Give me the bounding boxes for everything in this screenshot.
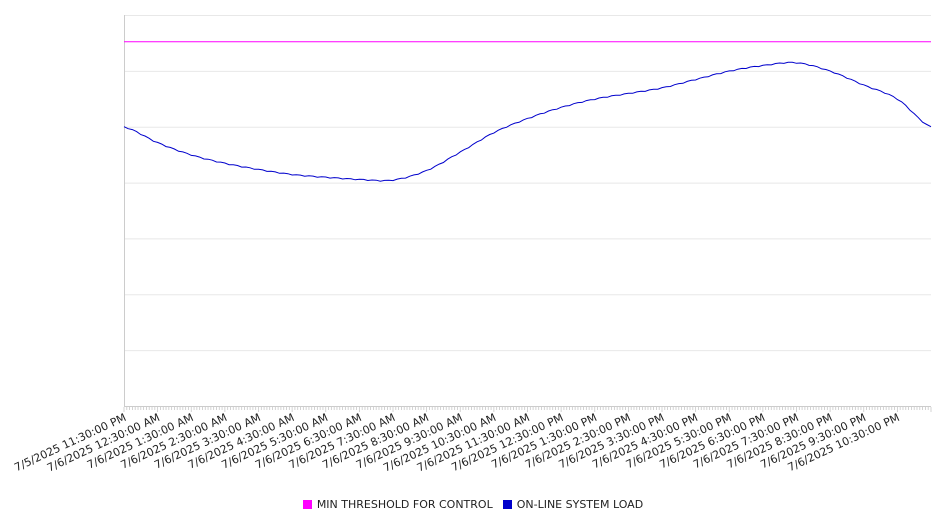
legend-item-threshold[interactable]: MIN THRESHOLD FOR CONTROL (302, 498, 493, 511)
x-axis-tick-labels: 7/5/2025 11:30:00 PM7/6/2025 12:30:00 AM… (12, 411, 901, 475)
legend-item-load[interactable]: ON-LINE SYSTEM LOAD (502, 498, 644, 511)
legend-label-threshold: MIN THRESHOLD FOR CONTROL (316, 498, 493, 511)
legend: MIN THRESHOLD FOR CONTROL ON-LINE SYSTEM… (0, 498, 946, 511)
x-axis-minor-ticks (123, 407, 932, 412)
series-lines (123, 41, 932, 182)
series-line-load (123, 61, 932, 182)
axes (124, 15, 931, 407)
legend-swatch-threshold (302, 500, 312, 509)
legend-swatch-load (502, 500, 512, 509)
grid-lines (124, 15, 931, 407)
legend-label-load: ON-LINE SYSTEM LOAD (516, 498, 644, 511)
